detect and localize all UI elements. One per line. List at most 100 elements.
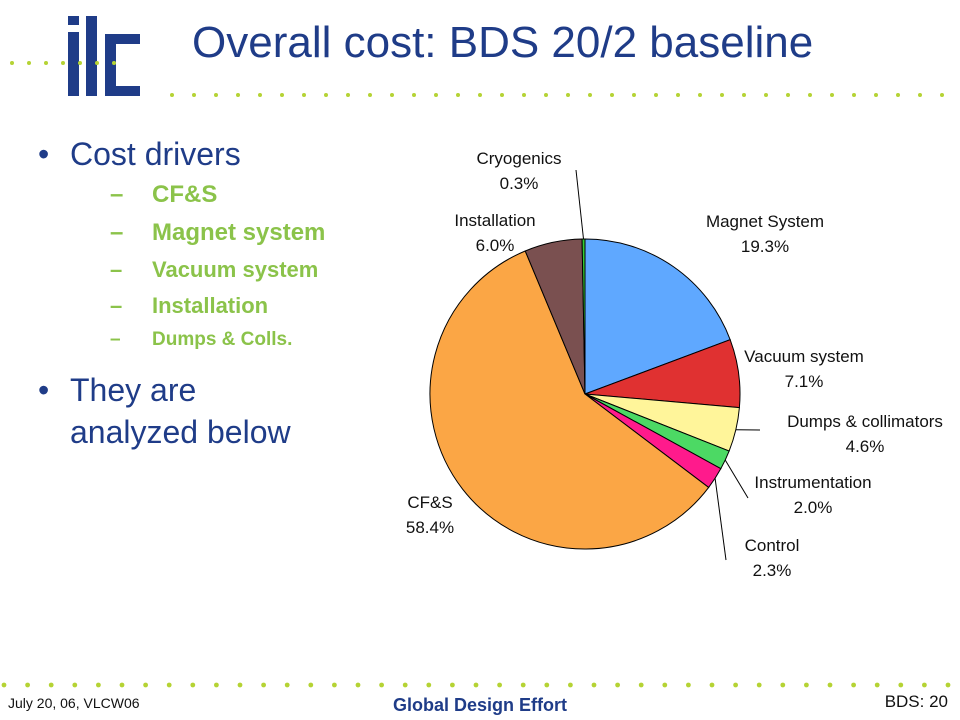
decor-dot <box>804 682 809 688</box>
decor-dot <box>119 682 125 688</box>
leader-line <box>724 459 749 499</box>
slice-label: Cryogenics <box>476 149 561 168</box>
decor-dot <box>143 682 149 688</box>
decor-dot <box>402 682 408 688</box>
decor-dot <box>654 93 658 97</box>
decor-dot <box>544 682 550 688</box>
decor-dot <box>638 682 644 688</box>
slice-label: Magnet System <box>706 212 824 231</box>
decor-dot <box>284 682 290 688</box>
decor-dot <box>10 61 14 65</box>
decor-dot <box>808 93 812 97</box>
decor-dot <box>379 682 384 688</box>
decor-dot <box>898 682 904 688</box>
bullet-line: They are <box>70 372 197 408</box>
decor-dot <box>786 93 790 97</box>
decor-dot <box>261 682 266 688</box>
decor-dot <box>500 93 504 97</box>
bullet-analyzed: • They are analyzed below <box>38 369 378 453</box>
decor-dot <box>44 61 48 65</box>
decor-dot <box>166 682 172 688</box>
logo-c <box>105 34 140 96</box>
decor-dot <box>945 682 951 688</box>
decor-dot <box>25 682 30 688</box>
decor-dot <box>852 93 856 97</box>
decor-dot <box>830 93 834 97</box>
decor-dot <box>473 682 479 688</box>
decor-dot <box>237 682 243 688</box>
decor-dot <box>390 93 394 97</box>
dash-marker: – <box>110 293 123 318</box>
decor-dot <box>236 93 240 97</box>
decor-dot <box>280 93 284 97</box>
decor-dot <box>302 93 306 97</box>
sub-item-text: Vacuum system <box>152 257 319 282</box>
sub-item-text: Magnet system <box>152 219 326 246</box>
decor-dot <box>72 682 78 688</box>
dash-marker: – <box>110 257 123 282</box>
dash-marker: – <box>110 219 124 246</box>
pie-slice-cf-s <box>429 250 710 550</box>
decor-dot <box>874 682 880 688</box>
decor-dot <box>922 682 927 688</box>
sub-item: – Installation <box>110 293 378 319</box>
bullet-list: • Cost drivers – CF&S – Magnet system – Vac… <box>38 136 378 453</box>
decor-dot <box>258 93 262 97</box>
slide-title: Overall cost: BDS 20/2 baseline <box>192 18 814 67</box>
decor-dot <box>27 61 31 65</box>
decor-dot <box>355 682 361 688</box>
bullet-marker: • <box>38 372 50 408</box>
bullet-marker: • <box>38 136 50 172</box>
pie-slice-cryogenics <box>581 238 586 395</box>
decor-dot <box>615 682 620 688</box>
decor-dot <box>591 682 597 688</box>
decor-dot <box>720 93 724 97</box>
slice-percent: 0.3% <box>500 174 539 193</box>
decor-dot <box>764 93 768 97</box>
slice-percent: 4.6% <box>846 437 885 456</box>
slice-label: Dumps & collimators <box>787 412 943 431</box>
slice-label: Installation <box>454 211 535 230</box>
decor-dot <box>686 682 691 688</box>
decor-dot <box>497 682 502 688</box>
logo-i-dot <box>68 16 79 25</box>
decor-dot <box>61 61 65 65</box>
decor-dot <box>676 93 680 97</box>
decor-dot <box>698 93 702 97</box>
decor-dot <box>544 93 548 97</box>
footer-org: Global Design Effort <box>392 695 567 715</box>
decor-dot <box>214 93 218 97</box>
sub-item: – CF&S <box>110 181 378 209</box>
decor-dot <box>1 682 7 688</box>
decor-dot <box>662 682 668 688</box>
slice-percent: 19.3% <box>741 237 789 256</box>
cost-pie-chart: Magnet System 19.3% Vacuum system 7.1% Dumps… <box>406 149 943 580</box>
logo-i <box>68 32 79 96</box>
slice-label: CF&S <box>407 493 452 512</box>
decor-dot <box>742 93 746 97</box>
decor-dot <box>566 93 570 97</box>
dash-marker: – <box>110 181 124 208</box>
decor-dot <box>214 682 219 688</box>
decor-dot <box>896 93 900 97</box>
title-underline-dots <box>170 93 944 97</box>
decor-dot <box>96 682 101 688</box>
decor-dot <box>434 93 438 97</box>
title-dots-left <box>10 61 116 65</box>
slice-label: Instrumentation <box>754 473 871 492</box>
sub-item-text: Dumps & Colls. <box>152 329 293 350</box>
decor-dot <box>308 682 314 688</box>
slice-percent: 58.4% <box>406 518 454 537</box>
decor-dot <box>827 682 833 688</box>
decor-dot <box>456 93 460 97</box>
decor-dot <box>170 93 174 97</box>
decor-dot <box>632 93 636 97</box>
decor-dot <box>522 93 526 97</box>
bullet-line: analyzed below <box>70 414 291 450</box>
decor-dot <box>568 682 573 688</box>
slice-label: Control <box>745 536 800 555</box>
decor-dot <box>851 682 856 688</box>
decor-dot <box>95 61 99 65</box>
sub-item-text: CF&S <box>152 181 218 208</box>
decor-dot <box>368 93 372 97</box>
